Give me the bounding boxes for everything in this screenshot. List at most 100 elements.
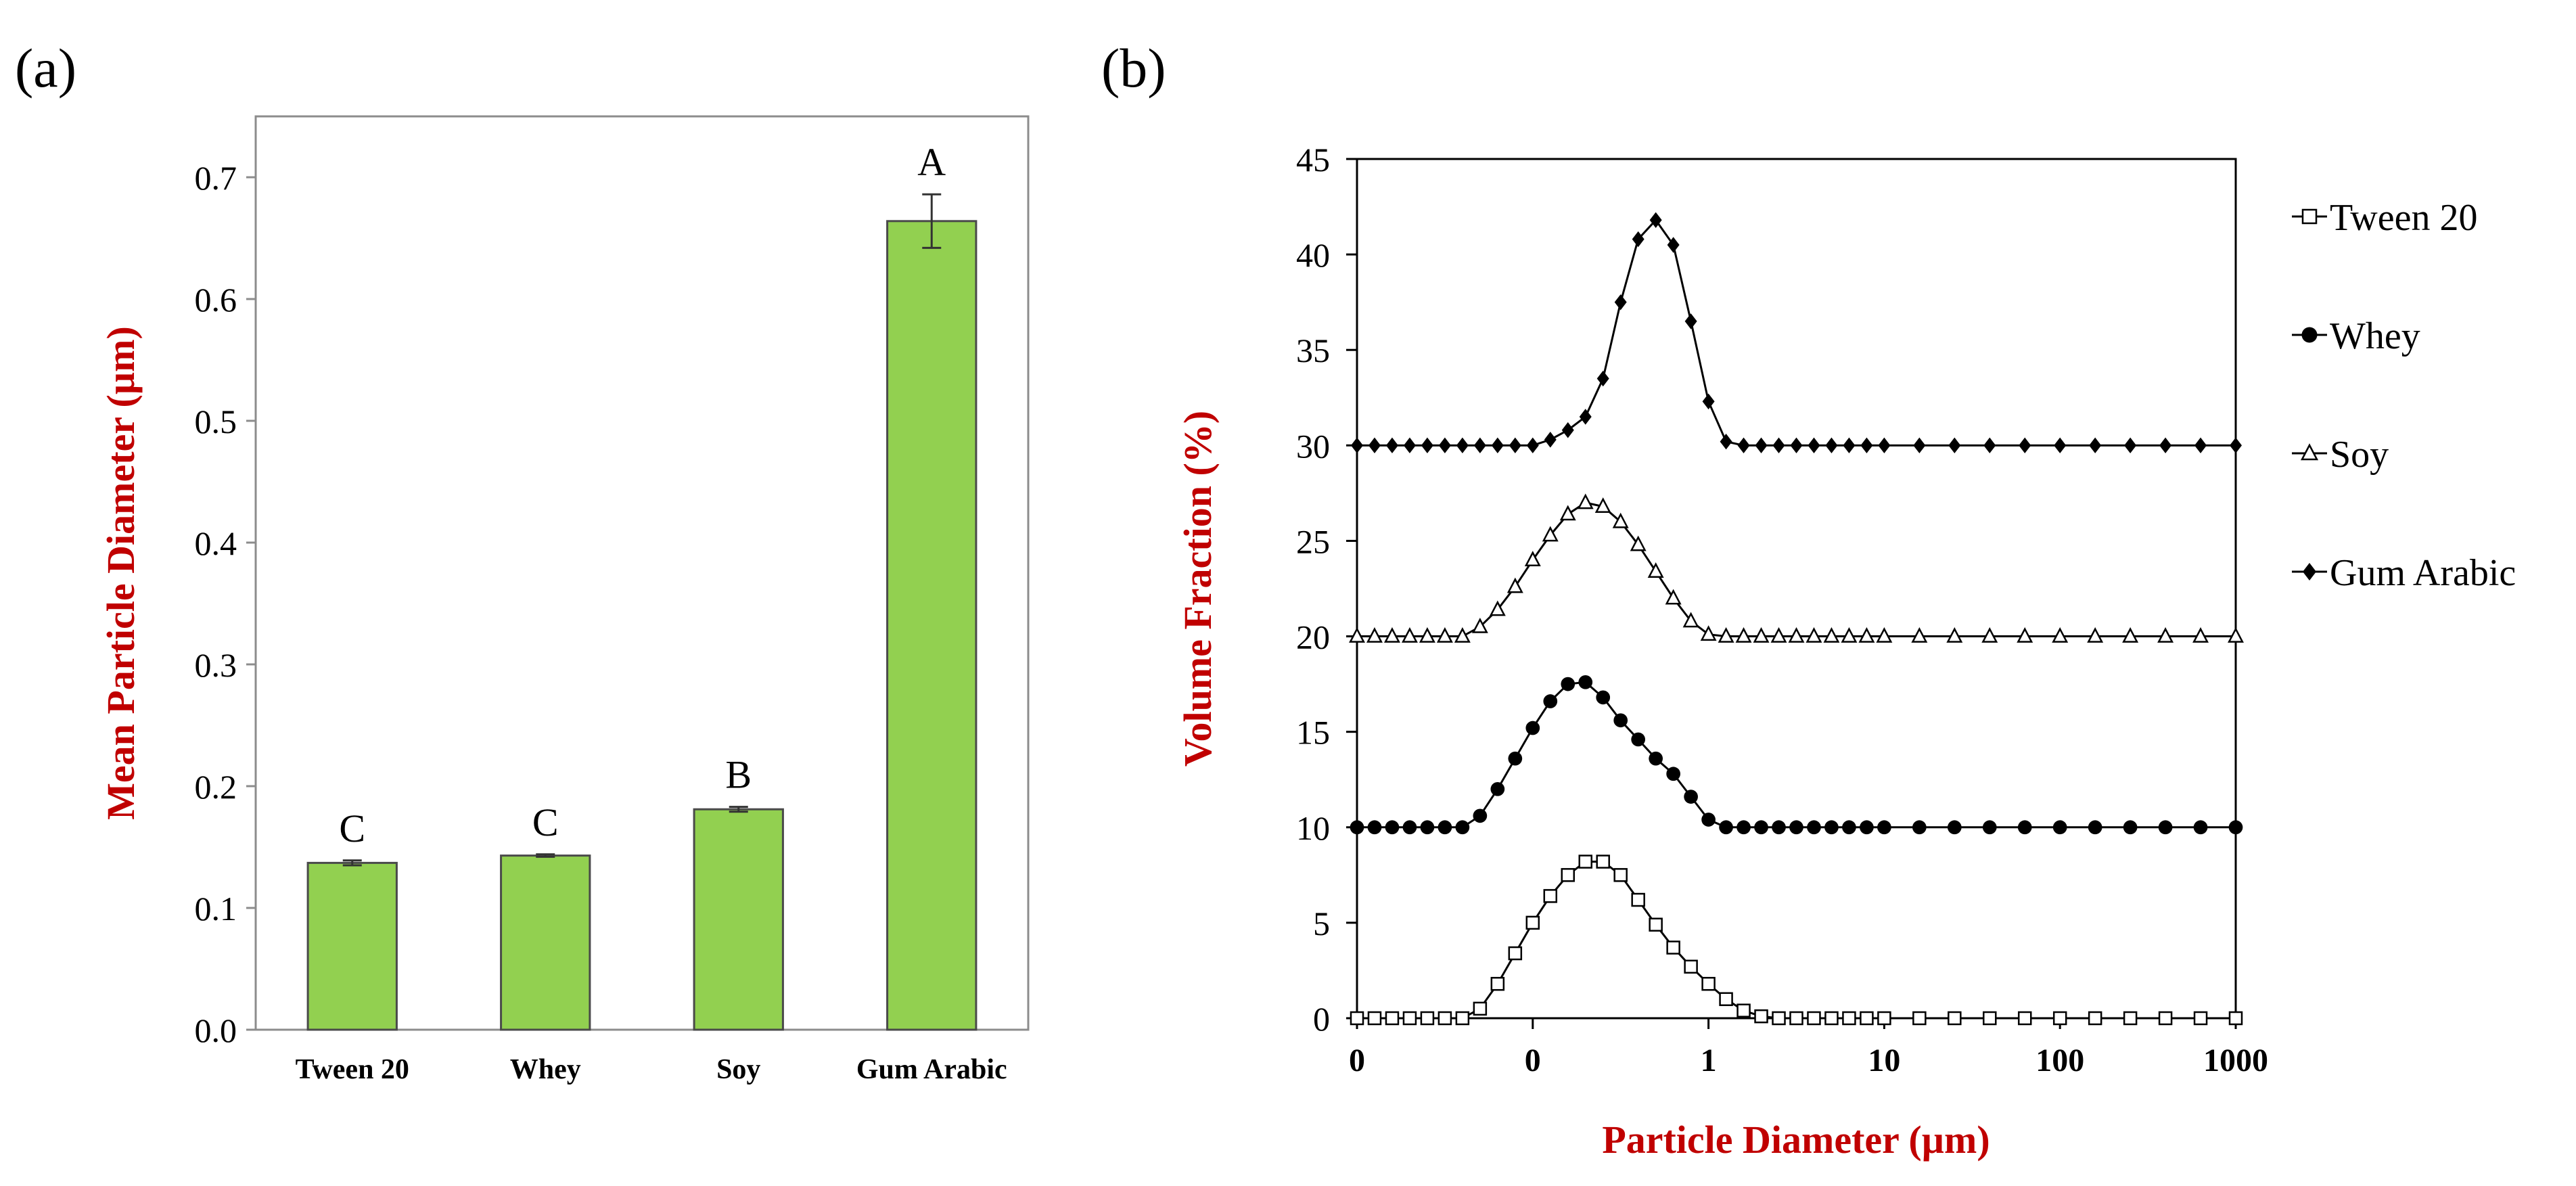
filled-circle-marker: [2228, 820, 2243, 835]
filled-diamond-marker: [1351, 437, 1363, 454]
line-x-tick-label: 100: [2036, 1043, 2084, 1078]
filled-circle-marker: [1473, 808, 1488, 823]
bar-y-tick-label: 0.3: [195, 646, 237, 684]
line-y-tick-label: 35: [1296, 332, 1330, 369]
open-triangle-marker: [2300, 443, 2319, 461]
filled-circle-marker: [2193, 820, 2208, 835]
open-square-marker: [2301, 208, 2318, 225]
open-square-marker: [1736, 1003, 1751, 1018]
filled-diamond-marker: [1983, 437, 1996, 454]
filled-circle-marker: [1649, 751, 1663, 766]
filled-circle-marker: [1877, 820, 1891, 835]
filled-diamond-marker: [1526, 437, 1539, 454]
filled-circle-marker: [1824, 820, 1839, 835]
bar: [886, 220, 978, 1031]
line-x-tick-label: 1000: [2203, 1043, 2268, 1078]
open-square-marker: [1402, 1011, 1417, 1026]
filled-diamond-marker: [1438, 437, 1451, 454]
filled-circle-marker: [1508, 751, 1523, 766]
series-whey: [1350, 675, 2243, 835]
legend-label: Soy: [2330, 434, 2389, 476]
open-triangle-marker: [1735, 627, 1752, 643]
open-triangle-marker: [1911, 627, 1928, 643]
open-triangle-marker: [1788, 627, 1805, 643]
bar-chart: 0.0 0.1 0.2 0.3 0.4 0.5 0.6 0.7 C Tween 20 C Whey B…: [99, 115, 1030, 1085]
open-triangle-marker: [1612, 512, 1629, 528]
open-triangle-marker: [1876, 627, 1893, 643]
legend: Tween 20 Whey Soy Gum Arabic: [2292, 197, 2516, 594]
filled-diamond-marker: [1702, 393, 1715, 410]
open-triangle-marker: [1383, 627, 1400, 643]
filled-circle-marker: [1367, 820, 1382, 835]
filled-diamond-marker: [2124, 437, 2137, 454]
open-square-marker: [1912, 1011, 1927, 1026]
bar-y-tick-label: 0.1: [195, 890, 237, 928]
bar-y-tick-label: 0.4: [195, 524, 237, 562]
open-triangle-marker: [1682, 612, 1699, 628]
open-triangle-marker: [1524, 551, 1541, 567]
bar-y-tick-label: 0.0: [195, 1011, 237, 1049]
filled-diamond-marker: [1403, 437, 1416, 454]
filled-circle-marker: [1772, 820, 1786, 835]
filled-circle-marker: [2088, 820, 2102, 835]
filled-diamond-marker: [1385, 437, 1398, 454]
filled-diamond-marker: [1772, 437, 1785, 454]
legend-label: Gum Arabic: [2330, 552, 2516, 594]
line-x-tick-label: 0: [1525, 1043, 1541, 1078]
bar: [306, 861, 398, 1031]
bar-category-label: Gum Arabic: [856, 1054, 1007, 1085]
open-triangle-marker: [1700, 625, 1717, 641]
bar-y-tick-label: 0.6: [195, 281, 237, 319]
filled-circle-marker: [2017, 820, 2032, 835]
filled-diamond-marker: [1509, 437, 1521, 454]
line-y-tick-label: 40: [1296, 236, 1330, 274]
open-square-marker: [1543, 889, 1558, 903]
line-x-tick-label: 10: [1868, 1043, 1900, 1078]
bar-y-axis: 0.0 0.1 0.2 0.3 0.4 0.5 0.6 0.7: [195, 159, 256, 1049]
filled-circle-marker: [1789, 820, 1803, 835]
filled-circle-marker: [2123, 820, 2138, 835]
line-y-tick-label: 45: [1296, 141, 1330, 179]
filled-circle-marker: [1736, 820, 1751, 835]
line-y-tick-label: 15: [1296, 714, 1330, 752]
filled-diamond-marker: [2159, 437, 2172, 454]
open-square-marker: [1860, 1011, 1874, 1026]
filled-diamond-marker: [1843, 437, 1856, 454]
filled-circle-marker: [1807, 820, 1821, 835]
filled-diamond-marker: [2194, 437, 2207, 454]
legend-label: Whey: [2330, 315, 2420, 357]
open-triangle-marker: [1489, 600, 1506, 616]
panel-a-label: (a): [15, 37, 76, 99]
filled-circle-marker: [1666, 767, 1680, 781]
filled-circle-marker: [1684, 790, 1698, 804]
open-square-marker: [1948, 1011, 1962, 1026]
filled-diamond-marker: [2054, 437, 2067, 454]
open-square-marker: [1789, 1011, 1803, 1026]
filled-diamond-marker: [1684, 313, 1697, 329]
open-square-marker: [2158, 1011, 2173, 1026]
line-y-tick-label: 20: [1296, 618, 1330, 656]
bar: [500, 854, 591, 1031]
filled-diamond-marker: [2019, 437, 2031, 454]
open-triangle-marker: [1559, 505, 1576, 521]
filled-diamond-marker: [1421, 437, 1433, 454]
open-square-marker: [1455, 1011, 1470, 1026]
bar-category-label: Whey: [510, 1054, 581, 1085]
line-plot-area: [1356, 158, 2237, 1020]
open-triangle-marker: [2087, 627, 2104, 643]
open-triangle-marker: [1718, 627, 1734, 643]
open-square-marker: [1420, 1011, 1435, 1026]
filled-circle-marker: [1596, 690, 1611, 705]
filled-circle-marker: [1350, 820, 1364, 835]
filled-diamond-marker: [1632, 231, 1644, 248]
filled-circle-marker: [1719, 820, 1733, 835]
open-triangle-marker: [2228, 627, 2244, 643]
open-square-marker: [1824, 1011, 1839, 1026]
open-triangle-marker: [1471, 617, 1488, 633]
open-square-marker: [1772, 1011, 1786, 1026]
filled-diamond-marker: [1596, 370, 1609, 387]
open-triangle-marker: [1981, 627, 1998, 643]
filled-circle-marker: [1701, 813, 1716, 827]
line-x-tick-label: 0: [1349, 1043, 1365, 1078]
